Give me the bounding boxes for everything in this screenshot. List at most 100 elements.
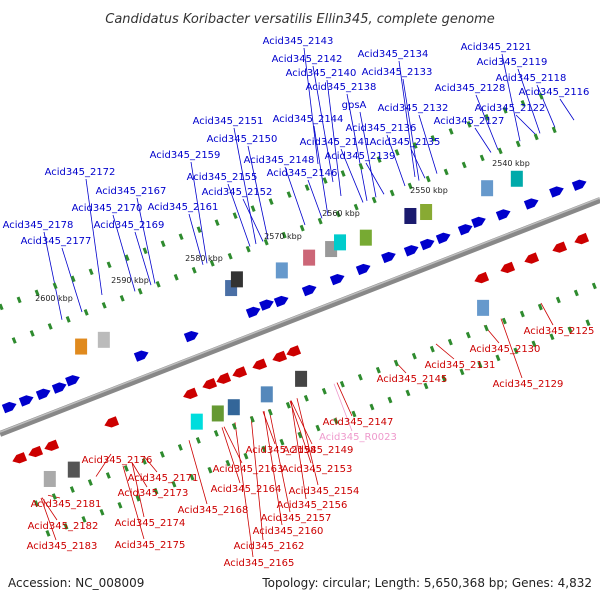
gene-label-top: Acid345_2132 [378,103,449,114]
leader-line-top [303,47,319,165]
kbp-tick-label: 2550 kbp [410,186,448,195]
gene-label-bottom: Acid345_2165 [224,558,295,569]
tick-mark [286,191,292,198]
tick-mark [430,135,436,142]
leader-line-bottom [263,410,283,526]
feature-box [334,234,347,251]
kbp-tick-label: 2570 kbp [264,232,302,241]
leader-line-bottom [223,426,243,464]
tick-mark [34,289,40,297]
bottom-strand-gene-arrow [574,232,590,245]
tick-mark [447,338,453,346]
tick-mark [531,340,537,348]
tick-mark [304,184,310,191]
gene-label-bottom: Acid345_2157 [261,513,332,524]
tick-mark [33,500,39,507]
gene-label-bottom: Acid345_2173 [118,488,189,499]
gene-label-bottom: Acid345_2182 [28,521,99,532]
tick-mark [106,261,112,269]
tick-mark [88,268,94,276]
feature-box [275,262,288,279]
tick-mark [227,252,233,260]
top-strand-gene-arrow [301,284,317,297]
tick-mark [519,310,525,318]
tick-mark [81,515,87,523]
bottom-strand-gene-arrow [524,252,540,264]
leader-line-top [227,183,251,247]
leader-line-top [312,65,334,183]
top-strand-gene-arrow [273,295,289,308]
top-strand-gene-arrow [495,209,511,221]
tick-mark [425,175,431,183]
bottom-strand-gene-arrow [44,439,60,451]
tick-mark [515,140,521,148]
leader-line-top [43,231,63,320]
tick-mark [267,408,273,416]
tick-mark [412,142,418,149]
kbp-tick-label: 2600 kbp [35,294,73,303]
tick-mark [466,121,472,128]
feature-box [211,405,224,422]
tick-mark [153,487,159,495]
tick-mark [501,317,507,325]
tick-mark [315,424,321,432]
tick-mark [209,259,215,267]
tick-mark [465,331,471,339]
tick-mark [297,431,303,439]
tick-mark [285,401,291,409]
leader-line-bottom [131,462,145,518]
tick-mark [448,128,454,135]
tick-mark [207,466,213,474]
gene-label-top: Acid345_2178 [3,220,74,231]
leader-line-top [136,197,156,284]
leader-line-bottom [290,400,307,500]
feature-box [359,229,372,246]
tick-mark [555,296,561,304]
tick-mark [369,403,375,411]
tick-mark [263,238,269,246]
top-strand-gene-arrow [471,216,486,229]
gene-label-bottom: Acid345_2156 [277,500,348,511]
tick-mark [178,233,184,241]
tick-mark [443,168,449,176]
tick-mark [155,280,161,288]
leader-line-top [247,145,269,240]
tick-mark [591,282,597,290]
leader-line-bottom [234,422,254,558]
gene-label-top: Acid345_2134 [358,49,429,60]
gene-label-top: Acid345_2116 [519,87,590,98]
bottom-strand-gene-arrow [28,445,44,458]
tick-mark [497,147,503,155]
leader-line-bottom [95,453,112,477]
gene-label-bottom: Acid345_2176 [82,455,153,466]
top-strand-gene-arrow [133,350,149,362]
tick-mark [65,316,71,323]
gene-label-top: Acid345_2150 [207,134,278,145]
feature-box [227,399,240,416]
leader-line-bottom [221,427,241,484]
leader-line-top [501,53,521,142]
leader-line-top [134,231,152,286]
tick-mark [322,177,328,184]
leader-line-bottom [290,400,313,445]
kbp-tick-label: 2590 kbp [111,276,149,285]
tick-mark [69,486,75,493]
tick-mark [11,337,17,344]
tick-mark [52,282,58,290]
tick-mark [232,212,238,219]
tick-mark [47,323,53,330]
gene-label-top: Acid345_2128 [435,83,506,94]
gene-label-bottom: Acid345_2154 [289,486,360,497]
top-strand-gene-arrow [549,186,564,198]
gene-label-bottom: Acid345_2168 [178,505,249,516]
leader-line-top [365,162,385,195]
feature-box [477,299,490,316]
tick-mark [123,465,129,472]
tick-mark [585,319,591,327]
feature-box [230,271,243,288]
gene-label-top: Acid345_2151 [193,116,264,127]
gene-label-bottom: Acid345_2147 [323,417,394,428]
gene-label-bottom: Acid345_2130 [470,344,541,355]
gene-label-top: Acid345_2118 [496,73,567,84]
